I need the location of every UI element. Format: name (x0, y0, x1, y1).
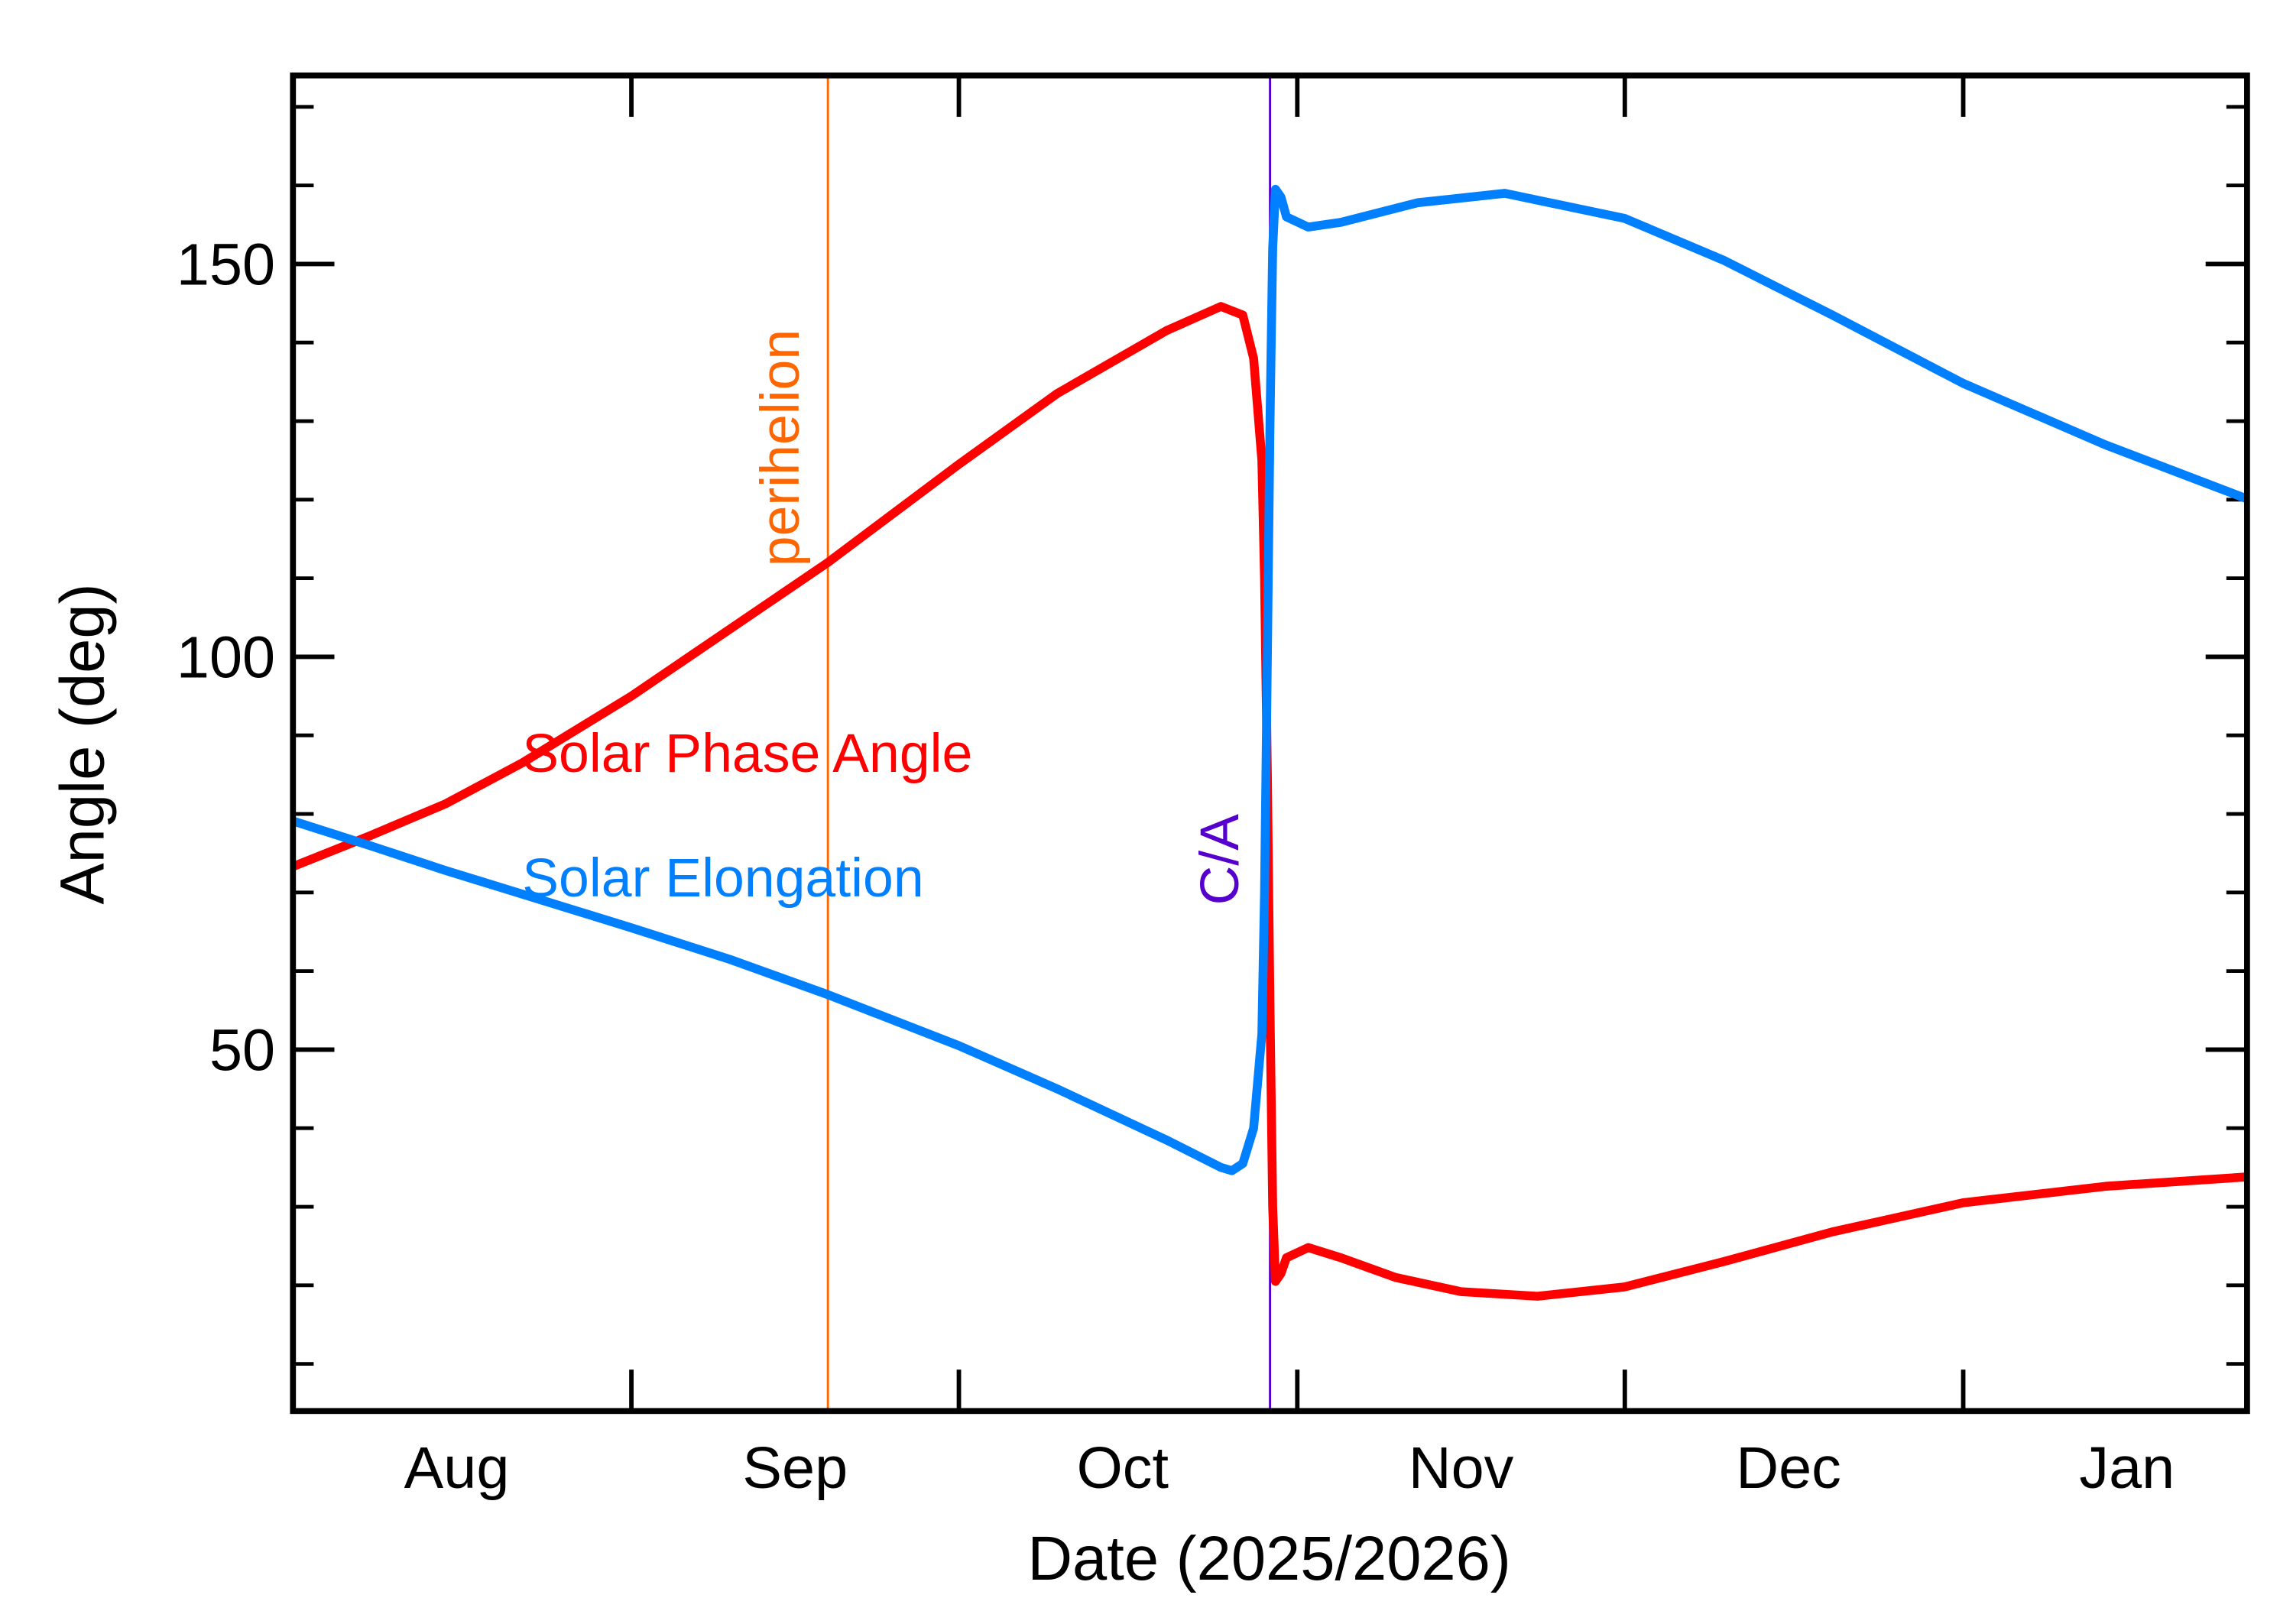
x-tick-label: Aug (404, 1435, 510, 1501)
solar-elongation-line (291, 184, 2249, 1175)
x-tick-label: Sep (742, 1435, 848, 1501)
y-tick-label: 100 (177, 625, 275, 691)
series-lines (291, 184, 2249, 1301)
closest-approach-label: C/A (1189, 814, 1250, 906)
major-ticks (293, 75, 2247, 1412)
perihelion-label: perihelion (750, 329, 811, 566)
plot-frame (290, 72, 2250, 1415)
y-tick-label: 50 (209, 1018, 275, 1084)
x-tick-label: Dec (1736, 1435, 1841, 1501)
legend-solar-elongation: Solar Elongation (522, 848, 923, 909)
x-axis-label: Date (2025/2026) (1027, 1524, 1511, 1593)
x-tick-label: Jan (2079, 1435, 2175, 1501)
minor-ticks (293, 105, 2247, 1366)
legend-solar-phase-angle: Solar Phase Angle (522, 723, 972, 784)
x-tick-label: Nov (1409, 1435, 1514, 1501)
x-tick-labels: Aug Sep Oct Nov Dec Jan (404, 1435, 2175, 1501)
x-tick-label: Oct (1077, 1435, 1169, 1501)
y-axis-label: Angle (deg) (48, 583, 118, 904)
y-tick-labels: 50 100 150 (177, 232, 275, 1084)
y-tick-label: 150 (177, 232, 275, 298)
